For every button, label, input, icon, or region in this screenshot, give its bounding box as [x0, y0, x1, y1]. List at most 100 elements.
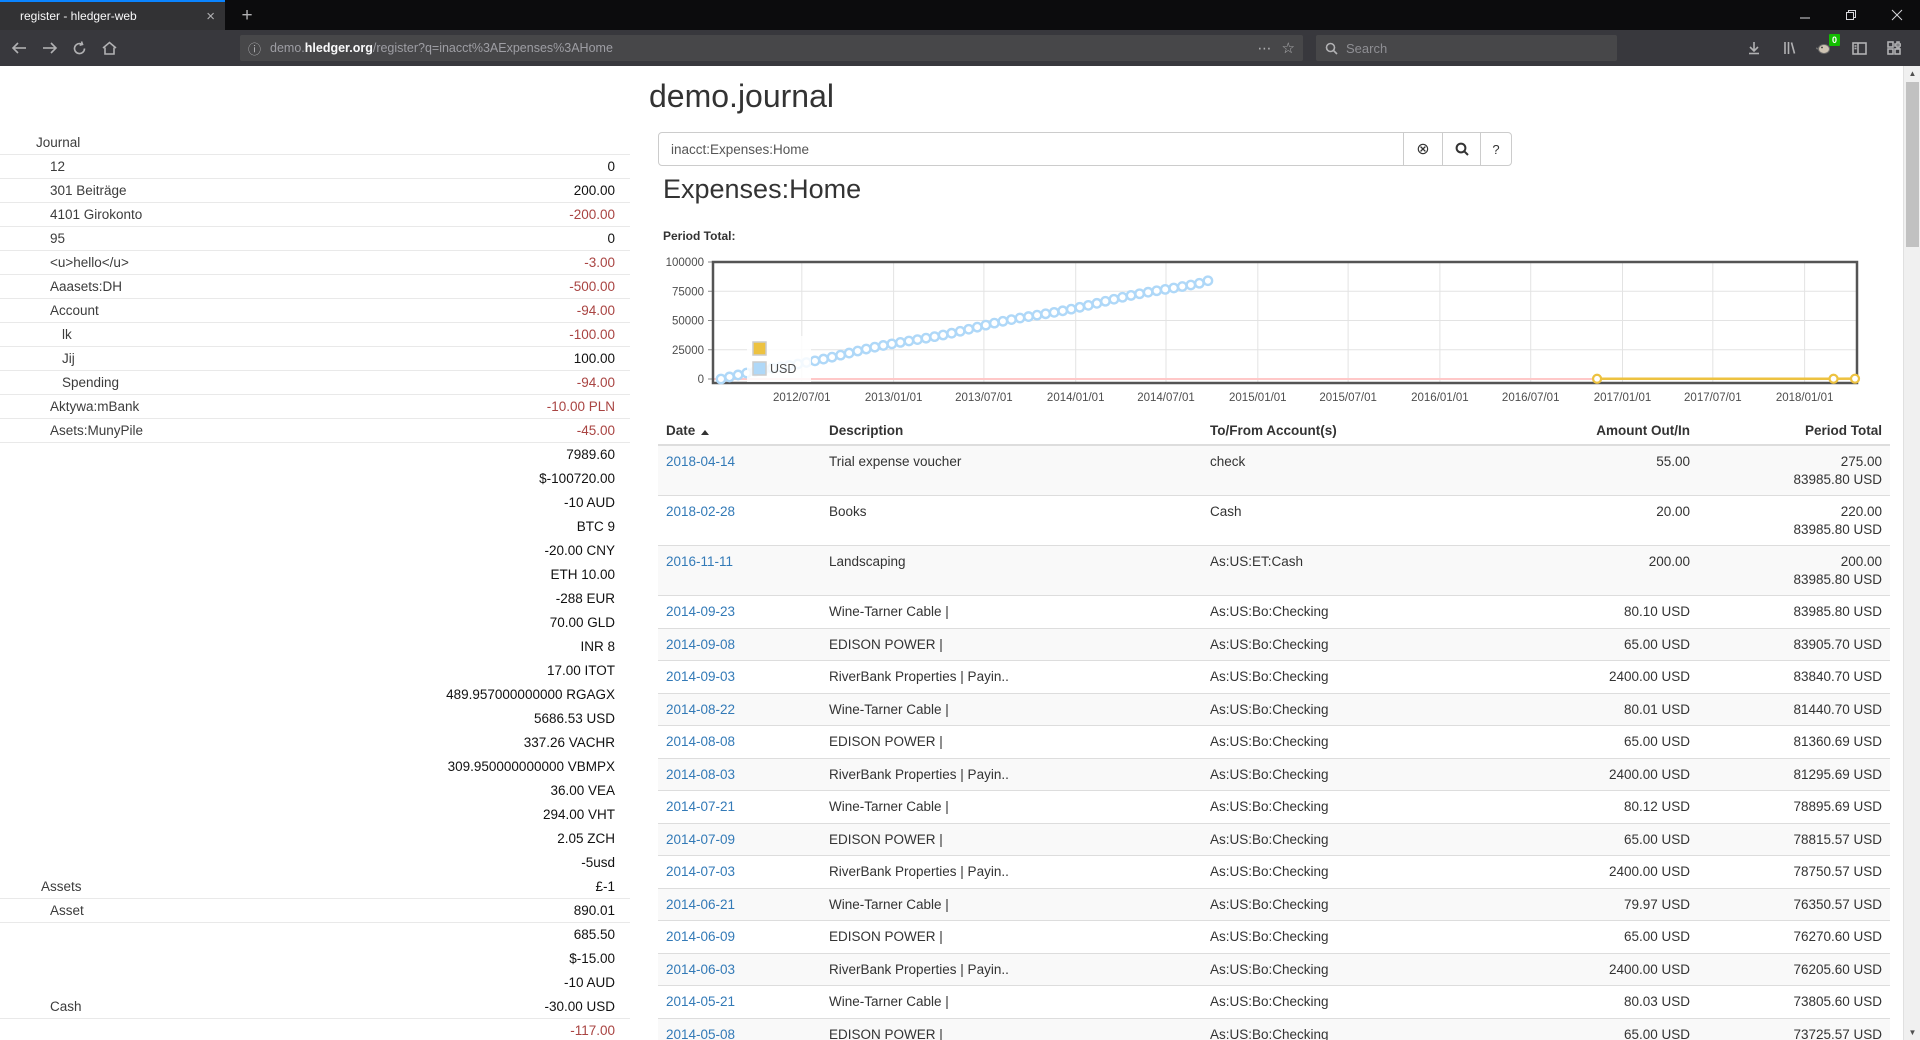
- account-name[interactable]: Journal: [36, 135, 81, 150]
- transaction-row[interactable]: 2014-05-08 EDISON POWER | As:US:Bo:Checkin…: [658, 1017, 1890, 1040]
- transaction-row[interactable]: 2018-02-28 Books Cash 20.00 220.00 83985.80 U…: [658, 495, 1890, 546]
- scroll-down-arrow[interactable]: ▼: [1908, 1028, 1917, 1037]
- sidebar-account-row[interactable]: Journal: [0, 131, 630, 155]
- reload-button[interactable]: [64, 34, 94, 62]
- account-name[interactable]: Account: [50, 303, 99, 318]
- transaction-row[interactable]: 2018-04-14 Trial expense voucher check 55.0…: [658, 444, 1890, 496]
- sidebar-account-row[interactable]: Cash -30.00 USD: [0, 995, 630, 1019]
- transaction-row[interactable]: 2014-09-03 RiverBank Properties | Payin..…: [658, 660, 1890, 693]
- new-tab-button[interactable]: +: [241, 5, 253, 26]
- window-close-button[interactable]: [1880, 4, 1914, 26]
- account-name[interactable]: Spending: [62, 375, 120, 390]
- transaction-row[interactable]: 2014-09-23 Wine-Tarner Cable | As:US:Bo:Ch…: [658, 595, 1890, 628]
- sidebar-account-row[interactable]: Aaasets:DH -500.00: [0, 275, 630, 299]
- browser-tab[interactable]: register - hledger-web ×: [0, 0, 225, 30]
- transaction-date-link[interactable]: 2018-02-28: [666, 504, 736, 519]
- tab-close-icon[interactable]: ×: [206, 7, 215, 25]
- header-description[interactable]: Description: [821, 417, 1202, 446]
- transaction-row[interactable]: 2014-08-22 Wine-Tarner Cable | As:US:Bo:Ch…: [658, 692, 1890, 726]
- scrollbar-thumb[interactable]: [1906, 82, 1919, 247]
- sidebar-account-row[interactable]: Spending -94.00: [0, 371, 630, 395]
- window-restore-button[interactable]: [1834, 4, 1868, 26]
- account-name[interactable]: Cash: [50, 999, 82, 1014]
- account-name[interactable]: lk: [62, 327, 72, 342]
- transaction-date-link[interactable]: 2014-09-03: [666, 669, 736, 684]
- home-button[interactable]: [94, 34, 124, 62]
- clear-query-button[interactable]: ⊗: [1403, 132, 1443, 166]
- transaction-date-link[interactable]: 2014-09-23: [666, 604, 736, 619]
- transaction-row[interactable]: 2016-11-11 Landscaping As:US:ET:Cash 200.00…: [658, 545, 1890, 596]
- transaction-date-link[interactable]: 2014-08-03: [666, 766, 736, 782]
- header-date[interactable]: Date: [658, 417, 821, 446]
- sidebar-account-row[interactable]: Assets £-1: [0, 875, 630, 899]
- extensions-grid-icon[interactable]: [1882, 36, 1906, 60]
- sidebar-account-row[interactable]: 95 0: [0, 227, 630, 251]
- window-minimize-button[interactable]: [1788, 4, 1822, 26]
- header-amount[interactable]: Amount Out/In: [1502, 417, 1698, 446]
- url-text[interactable]: demo.hledger.org/register?q=inacct%3AExp…: [270, 41, 613, 55]
- url-bar[interactable]: ⓘ demo.hledger.org/register?q=inacct%3AE…: [240, 35, 1303, 61]
- account-name[interactable]: Aaasets:DH: [50, 279, 123, 294]
- account-name[interactable]: <u>hello</u>: [50, 255, 129, 270]
- library-icon[interactable]: [1777, 36, 1801, 60]
- transaction-date-link[interactable]: 2014-07-21: [666, 799, 736, 814]
- query-input[interactable]: [658, 132, 1404, 166]
- transaction-date-link[interactable]: 2014-06-03: [666, 961, 736, 977]
- account-name[interactable]: 4101 Girokonto: [50, 207, 143, 222]
- header-period-total[interactable]: Period Total: [1698, 417, 1890, 446]
- page-actions-icon[interactable]: ⋯: [1257, 39, 1272, 56]
- transaction-row[interactable]: 2014-07-03 RiverBank Properties | Payin..…: [658, 855, 1890, 888]
- transaction-date-link[interactable]: 2018-04-14: [666, 454, 736, 469]
- period-total-chart[interactable]: 0 25000 50000 75000 100000 2012/07/01 2013/01/…: [0, 250, 1903, 416]
- sidebar-account-row[interactable]: 4101 Girokonto -200.00: [0, 203, 630, 227]
- sidebar-toggle-icon[interactable]: [1847, 36, 1871, 60]
- transaction-row[interactable]: 2014-06-09 EDISON POWER | As:US:Bo:Checkin…: [658, 920, 1890, 953]
- sidebar-account-row[interactable]: 12 0: [0, 155, 630, 179]
- sidebar-account-row[interactable]: Aktywa:mBank -10.00 PLN: [0, 395, 630, 419]
- transaction-date-link[interactable]: 2014-06-09: [666, 929, 736, 944]
- account-name[interactable]: Jij: [62, 351, 75, 366]
- transaction-date-link[interactable]: 2014-09-08: [666, 636, 736, 652]
- transaction-row[interactable]: 2014-08-08 EDISON POWER | As:US:Bo:Checkin…: [658, 725, 1890, 758]
- sidebar-account-row[interactable]: Account -94.00: [0, 299, 630, 323]
- extension-icon[interactable]: 0: [1812, 34, 1840, 60]
- transaction-row[interactable]: 2014-05-21 Wine-Tarner Cable | As:US:Bo:Ch…: [658, 985, 1890, 1018]
- account-name[interactable]: Asset: [50, 903, 84, 918]
- account-name[interactable]: 301 Beiträge: [50, 183, 127, 198]
- sidebar-account-row[interactable]: Asset 890.01: [0, 899, 630, 923]
- transaction-row[interactable]: 2014-06-21 Wine-Tarner Cable | As:US:Bo:Ch…: [658, 887, 1890, 921]
- scroll-up-arrow[interactable]: ▲: [1908, 69, 1917, 78]
- transaction-date-link[interactable]: 2014-07-03: [666, 864, 736, 879]
- sidebar-account-row[interactable]: Asets:MunyPile -45.00: [0, 419, 630, 443]
- transaction-date-link[interactable]: 2014-05-08: [666, 1026, 736, 1040]
- site-info-icon[interactable]: ⓘ: [248, 41, 262, 57]
- sidebar-account-row[interactable]: 301 Beiträge 200.00: [0, 179, 630, 203]
- transaction-row[interactable]: 2014-07-21 Wine-Tarner Cable | As:US:Bo:Ch…: [658, 790, 1890, 823]
- page-scrollbar[interactable]: ▲ ▼: [1903, 66, 1920, 1040]
- account-name[interactable]: Assets: [41, 879, 82, 894]
- search-help-button[interactable]: ?: [1480, 132, 1512, 166]
- transaction-row[interactable]: 2014-09-08 EDISON POWER | As:US:Bo:Checkin…: [658, 627, 1890, 661]
- transaction-date-link[interactable]: 2014-08-22: [666, 701, 736, 717]
- sidebar-account-row[interactable]: lk -100.00: [0, 323, 630, 347]
- transaction-date-link[interactable]: 2014-05-21: [666, 994, 736, 1009]
- account-name[interactable]: Asets:MunyPile: [50, 423, 144, 438]
- transaction-date-link[interactable]: 2014-07-09: [666, 831, 736, 847]
- bookmark-star-icon[interactable]: ☆: [1281, 40, 1295, 57]
- transaction-date-link[interactable]: 2014-06-21: [666, 896, 736, 912]
- account-name[interactable]: Aktywa:mBank: [50, 399, 140, 414]
- downloads-icon[interactable]: [1742, 36, 1766, 60]
- back-button[interactable]: [4, 34, 34, 62]
- submit-search-button[interactable]: [1442, 132, 1481, 166]
- header-account[interactable]: To/From Account(s): [1202, 417, 1502, 446]
- transaction-row[interactable]: 2014-06-03 RiverBank Properties | Payin..…: [658, 952, 1890, 986]
- account-name[interactable]: 95: [50, 231, 66, 246]
- transaction-date-link[interactable]: 2014-08-08: [666, 734, 736, 749]
- sidebar-account-row[interactable]: <u>hello</u> -3.00: [0, 251, 630, 275]
- sidebar-account-row[interactable]: Jij 100.00: [0, 347, 630, 371]
- account-name[interactable]: 12: [50, 159, 66, 174]
- forward-button[interactable]: [34, 34, 64, 62]
- transaction-date-link[interactable]: 2016-11-11: [666, 554, 734, 569]
- browser-search-bar[interactable]: Search: [1316, 35, 1617, 61]
- transaction-row[interactable]: 2014-08-03 RiverBank Properties | Payin..…: [658, 757, 1890, 791]
